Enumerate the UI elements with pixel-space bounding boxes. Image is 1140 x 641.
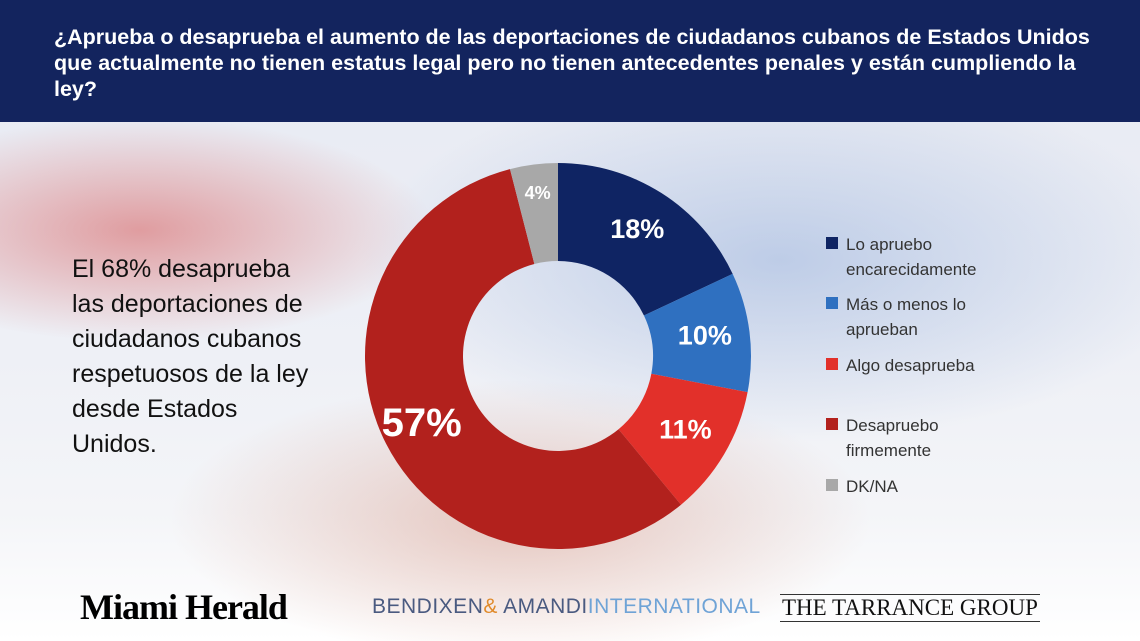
legend-item: DK/NA — [826, 474, 1016, 499]
logo-text: INTERNATIONAL — [587, 595, 761, 618]
data-label: 10% — [678, 321, 732, 351]
legend-swatch — [826, 479, 838, 491]
legend-swatch — [826, 418, 838, 430]
logo-text: AMANDI — [503, 595, 588, 618]
data-label: 57% — [382, 401, 462, 445]
logo-text: BENDIXEN — [372, 595, 484, 618]
donut-slice — [558, 163, 733, 316]
donut-slice — [510, 163, 558, 264]
legend-label: Más o menos lo aprueban — [846, 295, 966, 339]
logo-text: & — [483, 595, 498, 618]
legend-label: Lo apruebo encarecidamente — [846, 235, 977, 279]
logo: BENDIXEN& AMANDIINTERNATIONAL — [372, 595, 761, 619]
title-bar: ¿Aprueba o desaprueba el aumento de las … — [0, 0, 1140, 122]
data-label: 18% — [610, 214, 664, 244]
donut-slice — [643, 273, 751, 393]
legend-item: Desapruebo firmemente — [826, 413, 1016, 463]
chart-title: ¿Aprueba o desaprueba el aumento de las … — [54, 25, 1090, 101]
data-label: 11% — [659, 414, 712, 444]
legend-item: Lo apruebo encarecidamente — [826, 232, 1016, 282]
legend-item: Más o menos lo aprueban — [826, 292, 1016, 342]
legend-swatch — [826, 237, 838, 249]
data-label: 4% — [525, 183, 551, 203]
legend-label: Algo desaprueba — [846, 356, 975, 375]
legend-swatch — [826, 358, 838, 370]
donut-slice — [365, 169, 682, 549]
annotation: El 68% desaprueba las deportaciones de c… — [72, 255, 309, 458]
logo: THE TARRANCE GROUP — [780, 594, 1040, 622]
legend-label: Desapruebo firmemente — [846, 416, 939, 460]
logo: Miami Herald — [80, 587, 288, 627]
legend-item: Algo desaprueba — [826, 353, 1016, 378]
legend-swatch — [826, 297, 838, 309]
donut-slice — [618, 373, 748, 505]
legend-label: DK/NA — [846, 477, 898, 496]
